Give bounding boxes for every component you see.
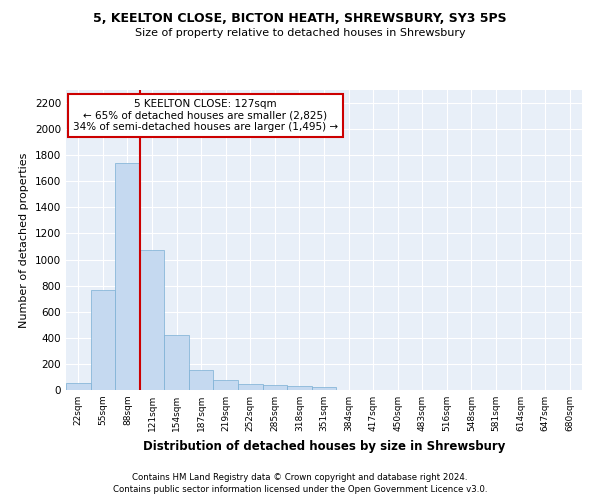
Bar — [312, 388, 336, 390]
Text: Contains public sector information licensed under the Open Government Licence v3: Contains public sector information licen… — [113, 485, 487, 494]
Bar — [214, 380, 238, 390]
Text: 5, KEELTON CLOSE, BICTON HEATH, SHREWSBURY, SY3 5PS: 5, KEELTON CLOSE, BICTON HEATH, SHREWSBU… — [93, 12, 507, 26]
Bar — [164, 335, 189, 390]
Bar — [238, 384, 263, 390]
Bar — [66, 383, 91, 390]
Bar — [263, 385, 287, 390]
X-axis label: Distribution of detached houses by size in Shrewsbury: Distribution of detached houses by size … — [143, 440, 505, 452]
Bar — [140, 250, 164, 390]
Bar — [287, 386, 312, 390]
Text: Contains HM Land Registry data © Crown copyright and database right 2024.: Contains HM Land Registry data © Crown c… — [132, 472, 468, 482]
Bar — [115, 163, 140, 390]
Bar — [189, 370, 214, 390]
Text: 5 KEELTON CLOSE: 127sqm
← 65% of detached houses are smaller (2,825)
34% of semi: 5 KEELTON CLOSE: 127sqm ← 65% of detache… — [73, 99, 338, 132]
Text: Size of property relative to detached houses in Shrewsbury: Size of property relative to detached ho… — [134, 28, 466, 38]
Bar — [91, 290, 115, 390]
Y-axis label: Number of detached properties: Number of detached properties — [19, 152, 29, 328]
